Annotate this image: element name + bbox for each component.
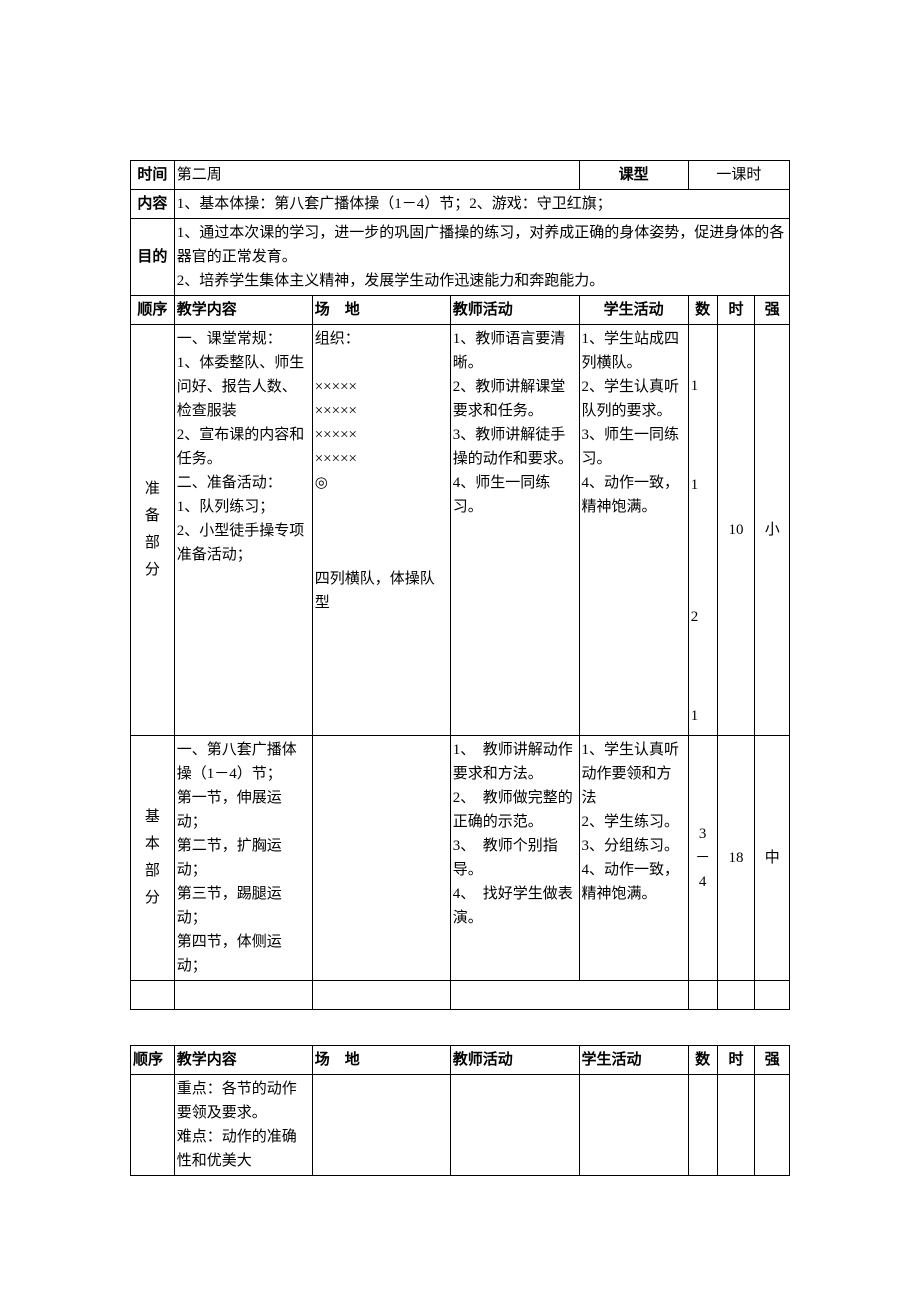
- cell-empty: [312, 981, 450, 1010]
- table-row-prep: 准 备 部 分 一、课堂常规： 1、体委整队、师生问好、报告人数、检查服装 2、…: [131, 325, 790, 736]
- cell-basic-place: [312, 736, 450, 981]
- cell-type-label: 课型: [579, 161, 688, 190]
- cell-section-basic: 基 本 部 分: [131, 736, 175, 981]
- col-seq: 顺序: [131, 1046, 175, 1075]
- cell-empty: [688, 981, 717, 1010]
- col-time: 时: [717, 1046, 755, 1075]
- col-teacher: 教师活动: [450, 1046, 579, 1075]
- cell-prep-time: 10: [717, 325, 755, 736]
- col-num: 数: [688, 296, 717, 325]
- cell-time-value: 第二周: [174, 161, 579, 190]
- col-content: 教学内容: [174, 296, 312, 325]
- table-row-basic: 基 本 部 分 一、第八套广播体操（1－4）节； 第一节，伸展运动； 第二节，扩…: [131, 736, 790, 981]
- col-num: 数: [688, 1046, 717, 1075]
- cell-goal-value: 1、通过本次课的学习，进一步的巩固广播操的练习，对养成正确的身体姿势，促进身体的…: [174, 219, 789, 296]
- col-place: 场 地: [312, 296, 450, 325]
- cell-prep-teacher: 1、教师语言要清晰。 2、教师讲解课堂要求和任务。 3、教师讲解徒手操的动作和要…: [450, 325, 579, 736]
- cell-empty: [717, 981, 755, 1010]
- cell-teacher: [450, 1075, 579, 1176]
- cell-content-label: 内容: [131, 190, 175, 219]
- col-content: 教学内容: [174, 1046, 312, 1075]
- col-teacher: 教师活动: [450, 296, 579, 325]
- col-student: 学生活动: [579, 1046, 688, 1075]
- lesson-plan-table-1: 时间 第二周 课型 一课时 内容 1、基本体操：第八套广播体操（1－4）节；2、…: [130, 160, 790, 1010]
- cell-empty: [174, 981, 312, 1010]
- cell-basic-student: 1、学生认真听动作要领和方法 2、学生练习。 3、分组练习。 4、动作一致，精神…: [579, 736, 688, 981]
- cell-num: [688, 1075, 717, 1176]
- cell-content: 重点：各节的动作要领及要求。 难点：动作的准确性和优美大: [174, 1075, 312, 1176]
- table-row-header: 顺序 教学内容 场 地 教师活动 学生活动 数 时 强: [131, 1046, 790, 1075]
- cell-seq: [131, 1075, 175, 1176]
- cell-basic-teacher: 1、 教师讲解动作要求和方法。 2、 教师做完整的正确的示范。 3、 教师个别指…: [450, 736, 579, 981]
- cell-content-value: 1、基本体操：第八套广播体操（1－4）节；2、游戏：守卫红旗；: [174, 190, 789, 219]
- cell-basic-intensity: 中: [755, 736, 790, 981]
- table-row-empty: [131, 981, 790, 1010]
- table-row: 重点：各节的动作要领及要求。 难点：动作的准确性和优美大: [131, 1075, 790, 1176]
- cell-time-label: 时间: [131, 161, 175, 190]
- col-time: 时: [717, 296, 755, 325]
- cell-intensity: [755, 1075, 790, 1176]
- col-student: 学生活动: [579, 296, 688, 325]
- table-row: 内容 1、基本体操：第八套广播体操（1－4）节；2、游戏：守卫红旗；: [131, 190, 790, 219]
- table-gap: [130, 1010, 790, 1045]
- cell-goal-label: 目的: [131, 219, 175, 296]
- col-seq: 顺序: [131, 296, 175, 325]
- cell-basic-time: 18: [717, 736, 755, 981]
- cell-prep-intensity: 小: [755, 325, 790, 736]
- cell-empty: [755, 981, 790, 1010]
- table-row: 时间 第二周 课型 一课时: [131, 161, 790, 190]
- cell-empty: [131, 981, 175, 1010]
- table-row: 目的 1、通过本次课的学习，进一步的巩固广播操的练习，对养成正确的身体姿势，促进…: [131, 219, 790, 296]
- cell-empty: [450, 981, 688, 1010]
- col-place: 场 地: [312, 1046, 450, 1075]
- cell-basic-num: 3 － 4: [688, 736, 717, 981]
- col-intensity: 强: [755, 1046, 790, 1075]
- table-row-header: 顺序 教学内容 场 地 教师活动 学生活动 数 时 强: [131, 296, 790, 325]
- cell-place: [312, 1075, 450, 1176]
- cell-prep-place: 组织： ××××× ××××× ××××× ××××× ◎ 四列横队，体操队型: [312, 325, 450, 736]
- cell-student: [579, 1075, 688, 1176]
- cell-basic-content: 一、第八套广播体操（1－4）节； 第一节，伸展运动； 第二节，扩胸运动； 第三节…: [174, 736, 312, 981]
- cell-prep-student: 1、学生站成四列横队。 2、学生认真听队列的要求。 3、师生一同练习。 4、动作…: [579, 325, 688, 736]
- cell-prep-content: 一、课堂常规： 1、体委整队、师生问好、报告人数、检查服装 2、宣布课的内容和任…: [174, 325, 312, 736]
- cell-prep-num: 1 1 2 1: [688, 325, 717, 736]
- cell-type-value: 一课时: [688, 161, 789, 190]
- col-intensity: 强: [755, 296, 790, 325]
- lesson-plan-table-2: 顺序 教学内容 场 地 教师活动 学生活动 数 时 强 重点：各节的动作要领及要…: [130, 1045, 790, 1176]
- cell-section-prep: 准 备 部 分: [131, 325, 175, 736]
- cell-time: [717, 1075, 755, 1176]
